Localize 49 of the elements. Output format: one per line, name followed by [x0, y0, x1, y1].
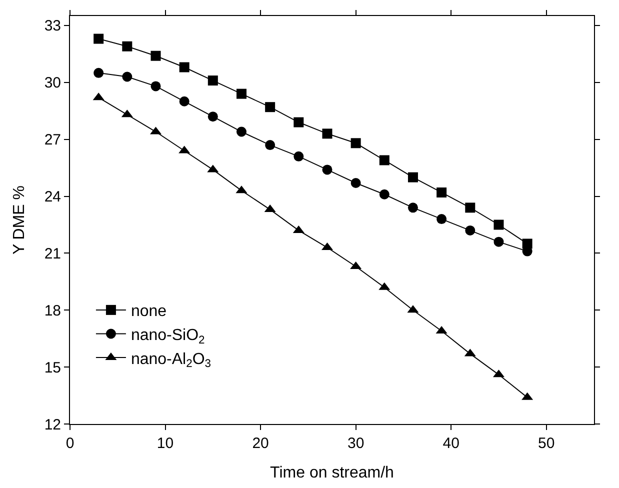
legend-label: none [130, 303, 167, 320]
y-tick-label: 15 [44, 359, 61, 376]
y-tick-label: 30 [44, 74, 61, 92]
point [94, 34, 104, 44]
point [265, 140, 276, 150]
point [408, 172, 418, 182]
point [350, 178, 361, 188]
point [179, 96, 190, 106]
x-axis-title: Time on stream/h [270, 464, 394, 482]
point [322, 164, 332, 175]
point [94, 68, 104, 78]
y-tick-label: 18 [44, 302, 61, 320]
point [122, 41, 132, 52]
x-tick-label: 20 [252, 435, 269, 452]
point [294, 117, 304, 128]
point [322, 128, 332, 139]
point [208, 76, 218, 86]
y-tick-label: 33 [44, 18, 61, 35]
point [294, 151, 304, 162]
x-tick-label: 40 [442, 435, 460, 452]
y-axis-title: Y DME % [11, 185, 28, 255]
point [436, 214, 447, 224]
x-tick-label: 0 [66, 435, 74, 452]
legend-label: nano-SiO$_{2}$ [130, 326, 205, 346]
point [179, 62, 190, 72]
point [265, 102, 276, 112]
point [379, 189, 390, 200]
point [350, 138, 361, 148]
point [494, 236, 504, 247]
point [408, 202, 418, 213]
point [150, 81, 161, 92]
x-tick-label: 50 [538, 435, 555, 452]
point [236, 88, 246, 99]
y-tick-label: 24 [44, 188, 61, 206]
x-tick-label: 30 [347, 435, 364, 452]
y-tick-label: 27 [44, 132, 61, 149]
point [236, 126, 246, 137]
point [208, 112, 218, 122]
point [465, 202, 476, 213]
point [494, 220, 504, 230]
point [465, 225, 476, 236]
y-tick-label: 21 [44, 245, 61, 262]
point [150, 50, 161, 61]
point [122, 72, 132, 82]
x-tick-label: 10 [156, 435, 174, 452]
point [379, 155, 390, 166]
legend-label: nano-Al$_{2}$O$_{3}$ [130, 350, 212, 370]
y-tick-label: 12 [44, 416, 61, 434]
point [436, 187, 447, 198]
